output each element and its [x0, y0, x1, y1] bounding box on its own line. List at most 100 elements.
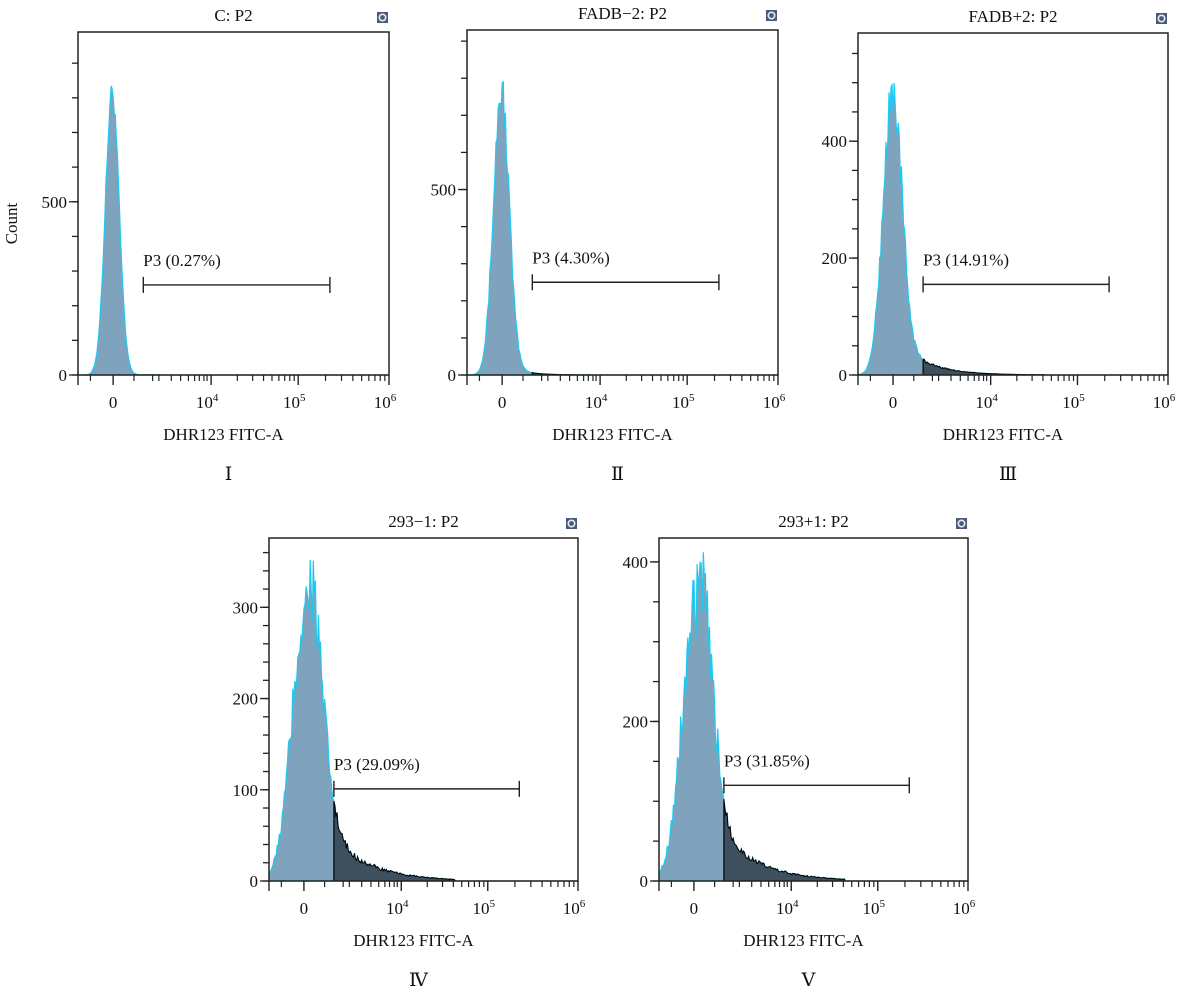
x-tick-base: 10	[776, 899, 793, 918]
x-tick-label: 105	[672, 392, 695, 412]
x-axis-label: DHR123 FITC-A	[743, 931, 864, 950]
gate-label: P3 (4.30%)	[532, 248, 609, 267]
x-tick-exponent: 4	[213, 392, 219, 404]
x-tick-base: 0	[690, 899, 699, 918]
gear-icon-ring	[767, 11, 776, 20]
x-tick-label: 0	[889, 393, 898, 412]
x-tick-label: 0	[498, 393, 507, 412]
y-tick-label: 200	[623, 712, 649, 731]
panel-label: Ⅳ	[409, 970, 429, 991]
y-tick-label: 200	[822, 249, 848, 268]
histogram-area	[78, 85, 389, 376]
gear-icon[interactable]	[956, 518, 967, 529]
x-tick-label: 105	[863, 898, 886, 918]
x-tick-label: 106	[563, 898, 586, 918]
panel-label: Ⅱ	[611, 464, 624, 485]
x-tick-label: 104	[196, 392, 219, 412]
x-tick-exponent: 5	[880, 898, 886, 910]
x-tick-base: 10	[763, 393, 780, 412]
x-tick-base: 10	[386, 899, 403, 918]
histogram-gated-area	[922, 358, 1168, 376]
x-tick-exponent: 5	[1079, 392, 1085, 404]
gate-label: P3 (29.09%)	[334, 755, 420, 774]
panel-label: Ⅲ	[999, 464, 1017, 485]
x-tick-base: 10	[585, 393, 602, 412]
plot-frame	[268, 537, 579, 882]
gear-icon-bg	[956, 518, 967, 529]
x-tick-base: 10	[1153, 393, 1170, 412]
gear-icon-ring	[957, 519, 966, 528]
x-axis-label: DHR123 FITC-A	[353, 931, 474, 950]
gear-icon[interactable]	[1156, 13, 1167, 24]
y-tick-label: 0	[250, 872, 259, 891]
x-tick-label: 0	[300, 899, 309, 918]
gear-icon[interactable]	[766, 10, 777, 21]
y-axis-label: Count	[2, 202, 21, 244]
x-tick-label: 106	[1153, 392, 1176, 412]
panel-label: Ⅴ	[801, 970, 816, 991]
x-tick-exponent: 6	[580, 898, 586, 910]
x-tick-label: 104	[585, 392, 608, 412]
x-tick-base: 0	[300, 899, 309, 918]
chart-title: C: P2	[214, 6, 252, 25]
x-tick-label: 0	[690, 899, 699, 918]
x-tick-base: 10	[473, 899, 490, 918]
gear-icon-bg	[766, 10, 777, 21]
gear-icon-bg	[566, 518, 577, 529]
x-tick-base: 0	[109, 393, 118, 412]
x-tick-base: 10	[975, 393, 992, 412]
gate-label: P3 (0.27%)	[143, 251, 220, 270]
x-tick-label: 106	[374, 392, 397, 412]
x-tick-base: 10	[953, 899, 970, 918]
x-tick-label: 106	[953, 898, 976, 918]
histogram-gated-area	[333, 801, 578, 882]
gear-icon[interactable]	[377, 12, 388, 23]
gear-icon[interactable]	[566, 518, 577, 529]
x-tick-exponent: 5	[689, 392, 695, 404]
x-tick-label: 104	[386, 898, 409, 918]
y-tick-label: 0	[59, 366, 68, 385]
y-tick-label: 0	[448, 366, 457, 385]
gear-icon-ring	[1157, 14, 1166, 23]
x-tick-base: 10	[1062, 393, 1079, 412]
x-axis-label: DHR123 FITC-A	[943, 425, 1064, 444]
x-tick-label: 105	[1062, 392, 1085, 412]
y-tick-label: 300	[233, 598, 259, 617]
x-tick-label: 105	[473, 898, 496, 918]
x-tick-base: 10	[672, 393, 689, 412]
x-tick-base: 0	[498, 393, 507, 412]
histogram-area	[857, 82, 1168, 376]
y-tick-label: 400	[623, 553, 649, 572]
gate-label: P3 (31.85%)	[724, 751, 810, 770]
x-tick-base: 10	[283, 393, 300, 412]
gear-icon-bg	[1156, 13, 1167, 24]
gate-label: P3 (14.91%)	[923, 250, 1009, 269]
x-tick-label: 105	[283, 392, 306, 412]
x-tick-exponent: 5	[490, 898, 496, 910]
y-tick-label: 500	[431, 181, 457, 200]
x-axis-label: DHR123 FITC-A	[552, 425, 673, 444]
x-tick-exponent: 5	[300, 392, 306, 404]
chart-title: FADB−2: P2	[578, 4, 667, 23]
panel-label: Ⅰ	[225, 464, 233, 485]
chart-title: 293−1: P2	[388, 512, 459, 531]
y-tick-label: 100	[233, 781, 259, 800]
x-tick-exponent: 6	[391, 392, 397, 404]
y-tick-label: 500	[42, 193, 68, 212]
x-tick-base: 10	[563, 899, 580, 918]
x-tick-label: 104	[975, 392, 998, 412]
plot-frame	[466, 29, 779, 376]
x-tick-exponent: 6	[780, 392, 786, 404]
x-tick-base: 0	[889, 393, 898, 412]
x-axis-label: DHR123 FITC-A	[163, 425, 284, 444]
x-tick-exponent: 4	[403, 898, 409, 910]
plot-frame	[77, 31, 390, 376]
x-tick-exponent: 4	[793, 898, 799, 910]
y-tick-label: 200	[233, 690, 259, 709]
plot-frame	[658, 537, 969, 882]
